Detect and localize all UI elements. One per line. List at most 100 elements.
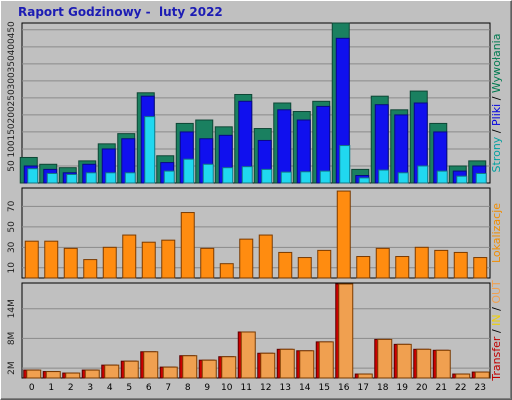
bar-out xyxy=(201,359,217,379)
bar-out xyxy=(338,283,354,379)
bar-lokalizacje xyxy=(453,251,468,279)
bar-strony xyxy=(66,173,78,184)
bar-strony xyxy=(378,169,390,184)
side-label-part: / xyxy=(490,126,503,137)
bar-out xyxy=(162,366,178,379)
x-tick-label: 1 xyxy=(48,383,54,393)
bar-strony xyxy=(436,170,448,184)
bar-out xyxy=(45,371,61,379)
bar-out xyxy=(416,348,432,379)
side-label-part: / xyxy=(490,93,503,104)
side-label-part: Strony xyxy=(490,136,503,172)
x-tick-label: 10 xyxy=(221,383,233,393)
bar-out xyxy=(260,352,276,379)
bar-strony xyxy=(280,171,292,184)
bar-strony xyxy=(183,158,195,184)
x-tick-label: 17 xyxy=(358,383,369,393)
bar-strony xyxy=(85,172,97,184)
bar-strony xyxy=(27,168,39,184)
bar-out xyxy=(318,341,334,379)
y-tick-label: 8M xyxy=(7,332,17,346)
bar-out xyxy=(435,349,451,379)
x-tick-label: 8 xyxy=(185,383,191,393)
y-tick-label: 50 xyxy=(7,221,17,233)
y-tick-label: 200 xyxy=(7,106,17,123)
x-tick-label: 0 xyxy=(29,383,35,393)
bar-strony xyxy=(163,170,175,184)
x-tick-label: 14 xyxy=(299,383,311,393)
bar-lokalizacje xyxy=(180,212,195,279)
bar-lokalizacje xyxy=(83,259,98,279)
bar-strony xyxy=(339,145,351,184)
bar-out xyxy=(357,373,373,379)
bar-out xyxy=(84,369,100,379)
bar-lokalizacje xyxy=(258,234,273,279)
bar-lokalizacje xyxy=(239,238,254,279)
y-tick-label: 50 xyxy=(7,160,17,172)
bar-out xyxy=(279,348,295,379)
side-label-part: Pliki xyxy=(490,104,503,126)
side-label-part: OUT xyxy=(490,280,503,304)
bar-lokalizacje xyxy=(63,247,78,279)
bar-strony xyxy=(46,172,58,184)
side-label-part: Wywołania xyxy=(490,34,503,94)
x-tick-label: 15 xyxy=(319,383,330,393)
bar-lokalizacje xyxy=(297,257,312,279)
bar-lokalizacje xyxy=(278,251,293,279)
side-label-part: Transfer xyxy=(490,336,503,382)
x-tick-label: 6 xyxy=(146,383,152,393)
bar-lokalizacje xyxy=(356,256,371,279)
bar-strony xyxy=(241,166,253,184)
bar-lokalizacje xyxy=(122,234,137,279)
x-tick-label: 21 xyxy=(436,383,447,393)
bar-strony xyxy=(417,165,429,184)
x-tick-label: 13 xyxy=(280,383,291,393)
y-tick-label: 2M xyxy=(7,361,17,375)
y-tick-label: 400 xyxy=(7,38,17,55)
x-tick-label: 22 xyxy=(455,383,466,393)
y-tick-label: 100 xyxy=(7,140,17,157)
bar-out xyxy=(65,372,81,379)
bar-strony xyxy=(105,172,117,184)
bar-out xyxy=(143,351,159,379)
bar-strony xyxy=(222,167,234,184)
panel-middle-side-label: Lokalizacje xyxy=(490,203,503,263)
x-tick-label: 19 xyxy=(397,383,409,393)
side-label-part: / xyxy=(490,326,503,337)
x-tick-label: 18 xyxy=(377,383,389,393)
page-title: Raport Godzinowy - luty 2022 xyxy=(18,5,223,19)
bar-strony xyxy=(144,116,156,184)
bar-out xyxy=(377,338,393,379)
bar-strony xyxy=(456,175,468,184)
bar-out xyxy=(474,371,490,379)
bar-lokalizacje xyxy=(161,239,176,279)
bar-lokalizacje xyxy=(200,247,215,279)
x-tick-label: 4 xyxy=(107,383,113,393)
bar-out xyxy=(182,355,198,379)
bar-strony xyxy=(397,172,409,184)
bar-lokalizacje xyxy=(24,240,39,279)
bar-strony xyxy=(358,177,370,184)
bar-lokalizacje xyxy=(473,257,488,279)
bar-out xyxy=(396,343,412,379)
bar-out xyxy=(455,373,471,379)
bar-lokalizacje xyxy=(141,241,156,279)
side-label-part: IN xyxy=(490,314,503,325)
bar-out xyxy=(123,360,139,379)
x-tick-label: 9 xyxy=(204,383,210,393)
x-tick-label: 23 xyxy=(475,383,486,393)
bar-strony xyxy=(475,172,487,184)
panel-middle: 10 30 50 70 Lokalizacje xyxy=(7,187,503,279)
panel-bottom: 2M 8M 14M Transfer / IN / OUT xyxy=(7,280,503,382)
y-tick-label: 10 xyxy=(7,262,17,274)
panel-bottom-area xyxy=(21,282,491,379)
bar-strony xyxy=(124,172,136,184)
panel-middle-area xyxy=(21,187,491,279)
bar-lokalizacje xyxy=(44,240,59,279)
bar-lokalizacje xyxy=(336,190,351,279)
y-tick-label: 30 xyxy=(7,241,17,253)
bar-strony xyxy=(261,168,273,184)
y-tick-label: 300 xyxy=(7,72,17,89)
